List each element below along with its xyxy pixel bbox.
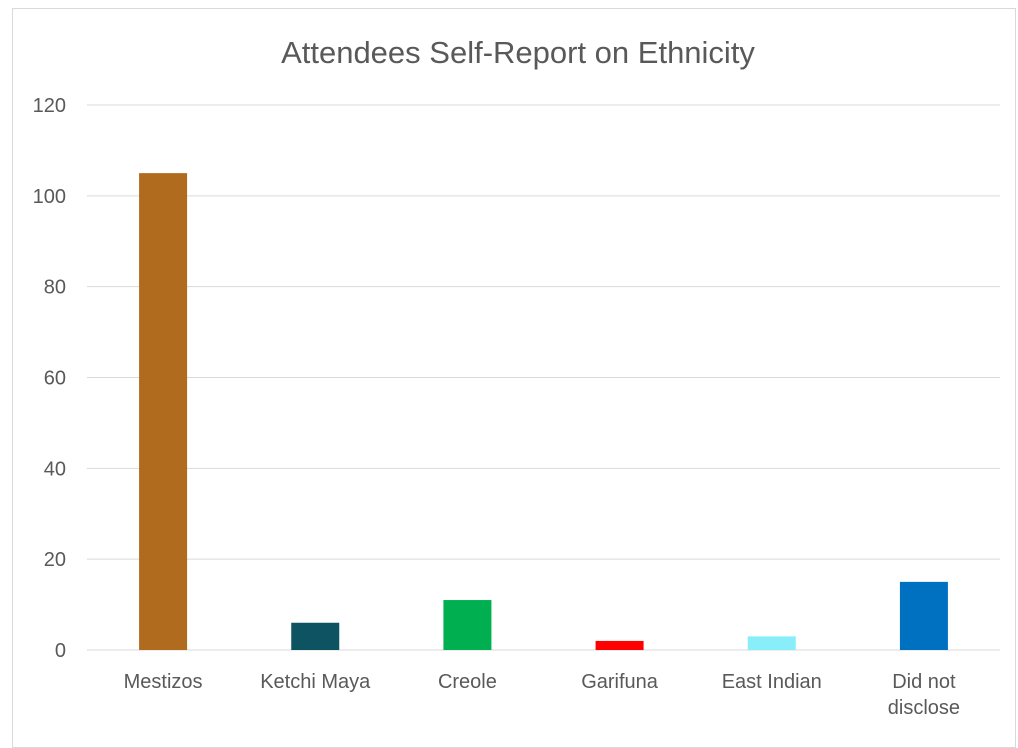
- y-tick-label: 60: [44, 368, 66, 390]
- gridlines: [87, 104, 1000, 651]
- x-category-label: East Indian: [722, 671, 822, 693]
- x-category-label-line: Mestizos: [124, 671, 203, 693]
- y-tick-label: 0: [55, 640, 66, 662]
- y-tick-label: 40: [44, 458, 66, 480]
- bar-creole: [443, 600, 492, 650]
- x-category-label: Ketchi Maya: [260, 671, 371, 693]
- bar-did-not-disclose: [899, 581, 948, 650]
- x-category-label-line: Creole: [438, 671, 497, 693]
- y-tick-label: 80: [44, 277, 66, 299]
- bar-ketchi-maya: [291, 622, 340, 650]
- y-tick-label: 100: [33, 186, 66, 208]
- bar-mestizos: [139, 173, 188, 650]
- x-category-label: Garifuna: [581, 671, 659, 693]
- x-category-label: Creole: [438, 671, 497, 693]
- bars: [139, 173, 948, 650]
- x-category-label-line: disclose: [888, 697, 960, 719]
- x-category-label-line: Ketchi Maya: [260, 671, 371, 693]
- y-tick-label: 20: [44, 549, 66, 571]
- bar-east-indian: [747, 636, 796, 650]
- y-tick-label: 120: [33, 95, 66, 117]
- bar-chart: Attendees Self-Report on Ethnicity 0 20 40…: [33, 35, 1000, 719]
- chart-title: Attendees Self-Report on Ethnicity: [281, 35, 755, 70]
- y-axis-ticks: 0 20 40 60 80 100 120: [33, 95, 66, 662]
- x-category-label: Did not disclose: [888, 671, 960, 719]
- x-axis-categories: Mestizos Ketchi Maya Creole Garifuna East In…: [124, 671, 960, 719]
- x-category-label-line: East Indian: [722, 671, 822, 693]
- x-category-label-line: Did not: [892, 671, 956, 693]
- x-category-label: Mestizos: [124, 671, 203, 693]
- bar-garifuna: [595, 640, 644, 650]
- x-category-label-line: Garifuna: [581, 671, 659, 693]
